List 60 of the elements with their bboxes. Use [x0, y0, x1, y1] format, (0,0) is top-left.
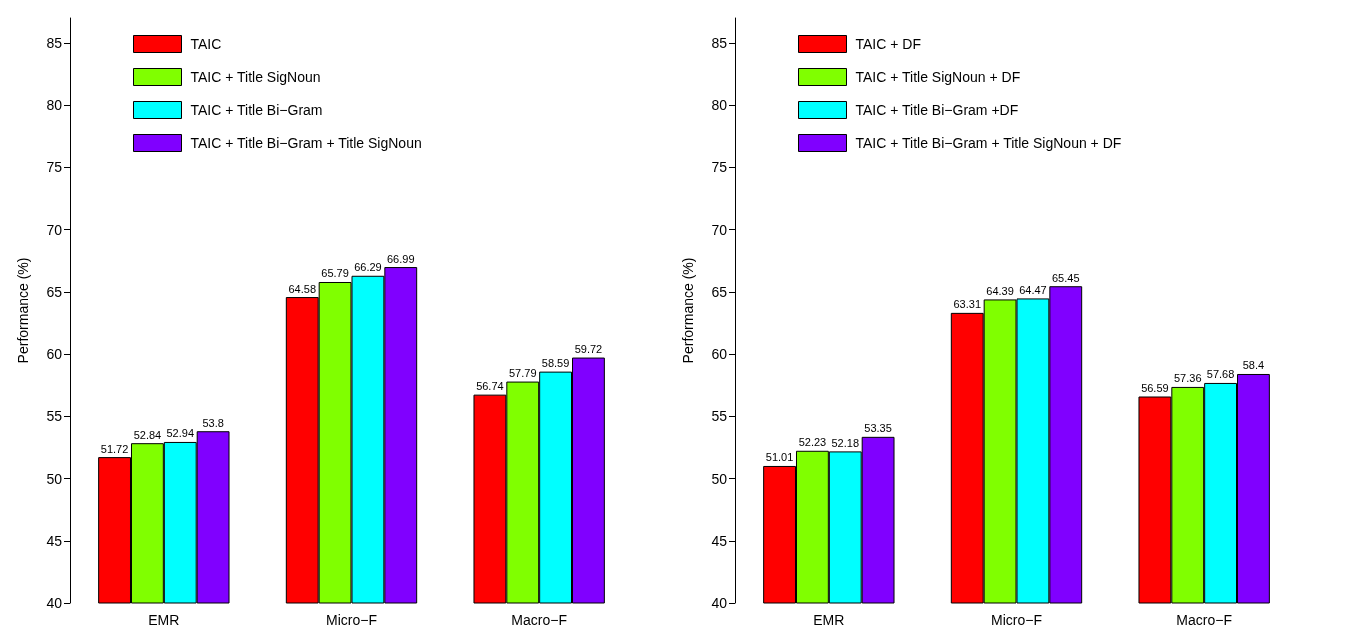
data-label: 56.74 — [476, 380, 504, 393]
legend-label: TAIC + DF — [855, 36, 921, 52]
data-label: 65.45 — [1052, 271, 1080, 284]
y-axis-title: Performance (%) — [15, 257, 31, 364]
data-label: 52.23 — [798, 436, 827, 449]
data-label: 57.36 — [1173, 372, 1202, 385]
y-tick-label: 85 — [46, 34, 63, 51]
data-label: 53.35 — [864, 422, 892, 435]
data-label: 51.72 — [100, 442, 129, 455]
x-tick-label: EMR — [813, 612, 845, 628]
data-label: 58.59 — [541, 357, 570, 370]
legend-label: TAIC + Title Bi−Gram + Title SigNoun — [190, 135, 422, 151]
data-label: 64.47 — [1019, 283, 1047, 296]
y-tick-label: 75 — [46, 159, 63, 176]
data-label: 58.4 — [1242, 359, 1265, 372]
y-tick-label: 80 — [46, 97, 63, 114]
x-tick-label: Macro−F — [1176, 612, 1232, 628]
legend-label: TAIC — [190, 36, 222, 52]
y-tick-label: 40 — [46, 595, 63, 611]
y-tick-label: 55 — [46, 408, 63, 425]
data-label: 52.94 — [166, 427, 195, 440]
y-tick-label: 60 — [711, 346, 728, 363]
legend-label: TAIC + Title Bi−Gram +DF — [855, 102, 1019, 118]
y-tick-label: 65 — [711, 283, 728, 300]
y-tick-label: 65 — [46, 283, 63, 300]
data-label: 52.84 — [133, 428, 162, 441]
legend-label: TAIC + Title SigNoun — [190, 69, 321, 85]
data-label: 53.8 — [202, 416, 224, 429]
x-tick-label: EMR — [148, 612, 180, 628]
data-label: 51.01 — [765, 451, 794, 464]
x-tick-label: Micro−F — [991, 612, 1042, 628]
data-label: 56.59 — [1141, 382, 1169, 395]
y-tick-label: 60 — [46, 346, 63, 363]
data-label: 66.29 — [354, 261, 382, 274]
y-tick-label: 45 — [711, 532, 728, 549]
data-label: 66.99 — [387, 252, 415, 265]
x-tick-label: Macro−F — [511, 612, 567, 628]
y-tick-label: 55 — [711, 408, 728, 425]
y-tick-label: 80 — [711, 97, 728, 114]
y-tick-label: 50 — [46, 470, 63, 487]
data-label: 57.68 — [1206, 368, 1235, 381]
x-tick-label: Micro−F — [326, 612, 377, 628]
y-tick-label: 45 — [46, 532, 63, 549]
y-tick-label: 40 — [711, 595, 728, 611]
y-tick-label: 70 — [711, 221, 728, 238]
y-tick-label: 70 — [46, 221, 63, 238]
legend-label: TAIC + Title SigNoun + DF — [855, 69, 1021, 85]
legend-label: TAIC + Title Bi−Gram + Title SigNoun + DF — [855, 135, 1122, 151]
y-tick-label: 75 — [711, 159, 728, 176]
data-label: 59.72 — [574, 343, 603, 356]
y-tick-label: 50 — [711, 470, 728, 487]
data-label: 64.39 — [986, 284, 1014, 297]
data-label: 64.58 — [288, 282, 316, 295]
data-label: 63.31 — [953, 298, 981, 311]
data-label: 57.79 — [508, 367, 537, 380]
data-label: 52.18 — [831, 436, 860, 449]
y-axis-title: Performance (%) — [680, 257, 696, 364]
data-label: 65.79 — [321, 267, 349, 280]
legend-label: TAIC + Title Bi−Gram — [190, 102, 323, 118]
y-tick-label: 85 — [711, 34, 728, 51]
